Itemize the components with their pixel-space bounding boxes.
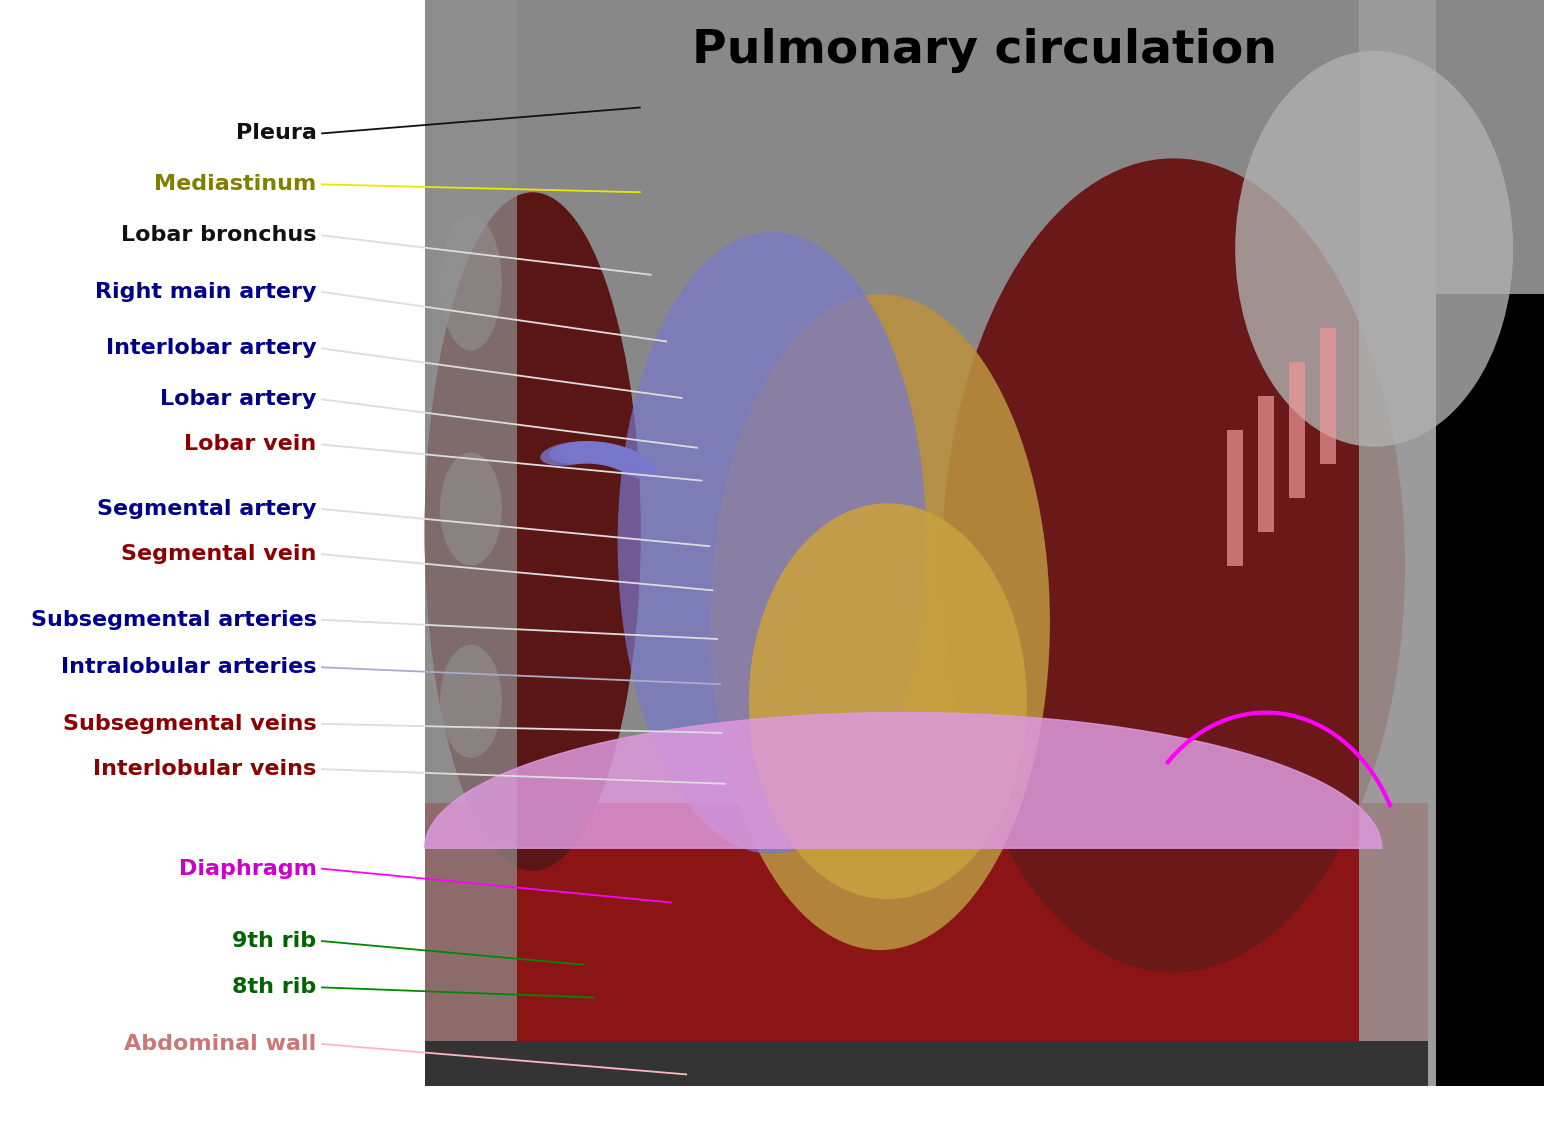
Text: Pleura: Pleura (236, 123, 317, 144)
Text: Intralobular arteries: Intralobular arteries (62, 657, 317, 677)
Ellipse shape (596, 444, 652, 474)
FancyBboxPatch shape (1320, 328, 1336, 464)
Text: Segmental vein: Segmental vein (120, 544, 317, 564)
FancyBboxPatch shape (425, 1041, 1428, 1086)
Text: Segmental artery: Segmental artery (97, 499, 317, 519)
Text: 8th rib: 8th rib (232, 977, 317, 998)
Polygon shape (425, 713, 1382, 848)
Ellipse shape (1235, 51, 1513, 447)
Text: Pulmonary circulation: Pulmonary circulation (692, 28, 1277, 74)
FancyBboxPatch shape (1436, 294, 1544, 1086)
Text: Lobar vein: Lobar vein (184, 434, 317, 455)
Text: Interlobular veins: Interlobular veins (93, 759, 317, 779)
Text: Interlobar artery: Interlobar artery (107, 338, 317, 359)
Ellipse shape (440, 645, 502, 758)
Ellipse shape (942, 158, 1405, 973)
Text: Subsegmental arteries: Subsegmental arteries (31, 610, 317, 630)
Text: Lobar artery: Lobar artery (161, 389, 317, 409)
Ellipse shape (557, 441, 619, 464)
Text: Diaphragm: Diaphragm (179, 858, 317, 879)
Text: Abdominal wall: Abdominal wall (124, 1034, 317, 1054)
Text: Right main artery: Right main artery (96, 282, 317, 302)
Ellipse shape (425, 192, 641, 871)
Ellipse shape (587, 443, 645, 470)
Ellipse shape (577, 442, 638, 467)
Ellipse shape (440, 215, 502, 351)
Text: 9th rib: 9th rib (233, 931, 317, 951)
Ellipse shape (440, 452, 502, 566)
Ellipse shape (548, 441, 610, 464)
FancyBboxPatch shape (1258, 396, 1274, 532)
Text: Mediastinum: Mediastinum (154, 174, 317, 195)
Ellipse shape (618, 232, 926, 854)
FancyBboxPatch shape (1227, 430, 1243, 566)
Ellipse shape (710, 294, 1050, 950)
Text: Lobar bronchus: Lobar bronchus (120, 225, 317, 245)
FancyBboxPatch shape (425, 803, 1428, 1086)
FancyBboxPatch shape (1359, 0, 1436, 1086)
Ellipse shape (605, 447, 659, 480)
FancyBboxPatch shape (425, 0, 517, 1086)
Text: Subsegmental veins: Subsegmental veins (63, 714, 317, 734)
Ellipse shape (749, 503, 1027, 899)
Ellipse shape (540, 441, 601, 466)
Ellipse shape (568, 441, 628, 465)
FancyBboxPatch shape (425, 0, 1544, 1086)
FancyBboxPatch shape (1289, 362, 1305, 498)
